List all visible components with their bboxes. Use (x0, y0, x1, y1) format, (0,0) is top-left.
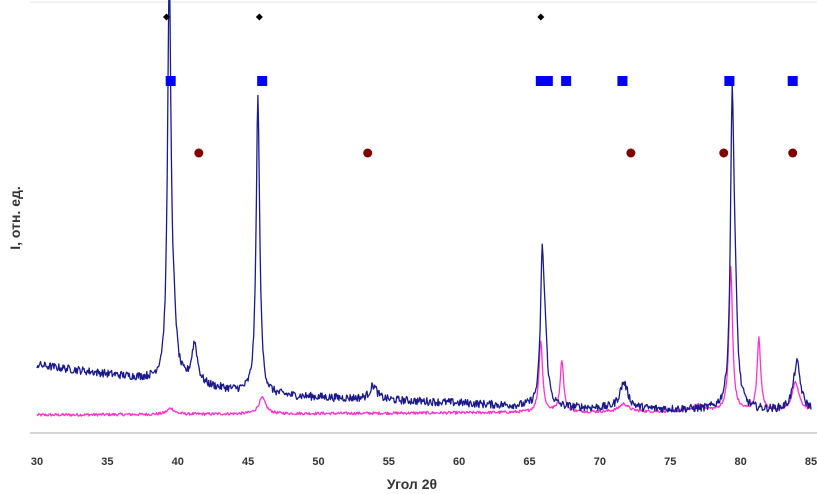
square-marker-4 (542, 76, 553, 86)
diamond-marker-1 (162, 13, 170, 21)
x-tick-label-55: 55 (383, 456, 395, 468)
x-tick-label-40: 40 (172, 456, 184, 468)
square-marker-1 (165, 76, 176, 86)
series-line-1 (36, 0, 812, 413)
square-marker-7 (724, 76, 735, 86)
circle-marker-5 (788, 148, 798, 158)
x-tick-label-30: 30 (31, 456, 43, 468)
diamond-marker-3 (537, 13, 545, 21)
diamond-marker-2 (255, 13, 263, 21)
x-tick-labels: 30 35 40 45 50 55 60 65 70 75 80 85 (31, 456, 817, 468)
circle-marker-3 (626, 148, 636, 158)
square-marker-8 (787, 76, 798, 86)
circle-marker-2 (363, 148, 373, 158)
series-line-2 (36, 265, 812, 417)
x-axis-title: Угол 2θ (387, 476, 437, 492)
x-tick-label-60: 60 (453, 456, 465, 468)
circle-marker-1 (194, 148, 204, 158)
x-tick-label-70: 70 (594, 456, 606, 468)
x-tick-label-65: 65 (523, 456, 535, 468)
x-tick-label-45: 45 (242, 456, 254, 468)
x-tick-label-85: 85 (805, 456, 817, 468)
series-layer (36, 0, 812, 417)
marker-layer (162, 13, 798, 158)
x-tick-label-80: 80 (735, 456, 747, 468)
square-marker-2 (257, 76, 268, 86)
y-axis-title: I, отн. ед. (7, 186, 23, 250)
x-tick-label-35: 35 (101, 456, 113, 468)
square-marker-5 (561, 76, 572, 86)
square-marker-6 (617, 76, 628, 86)
circle-marker-4 (719, 148, 729, 158)
x-tick-label-75: 75 (664, 456, 676, 468)
square-marker-3 (535, 76, 546, 86)
x-tick-label-50: 50 (312, 456, 324, 468)
